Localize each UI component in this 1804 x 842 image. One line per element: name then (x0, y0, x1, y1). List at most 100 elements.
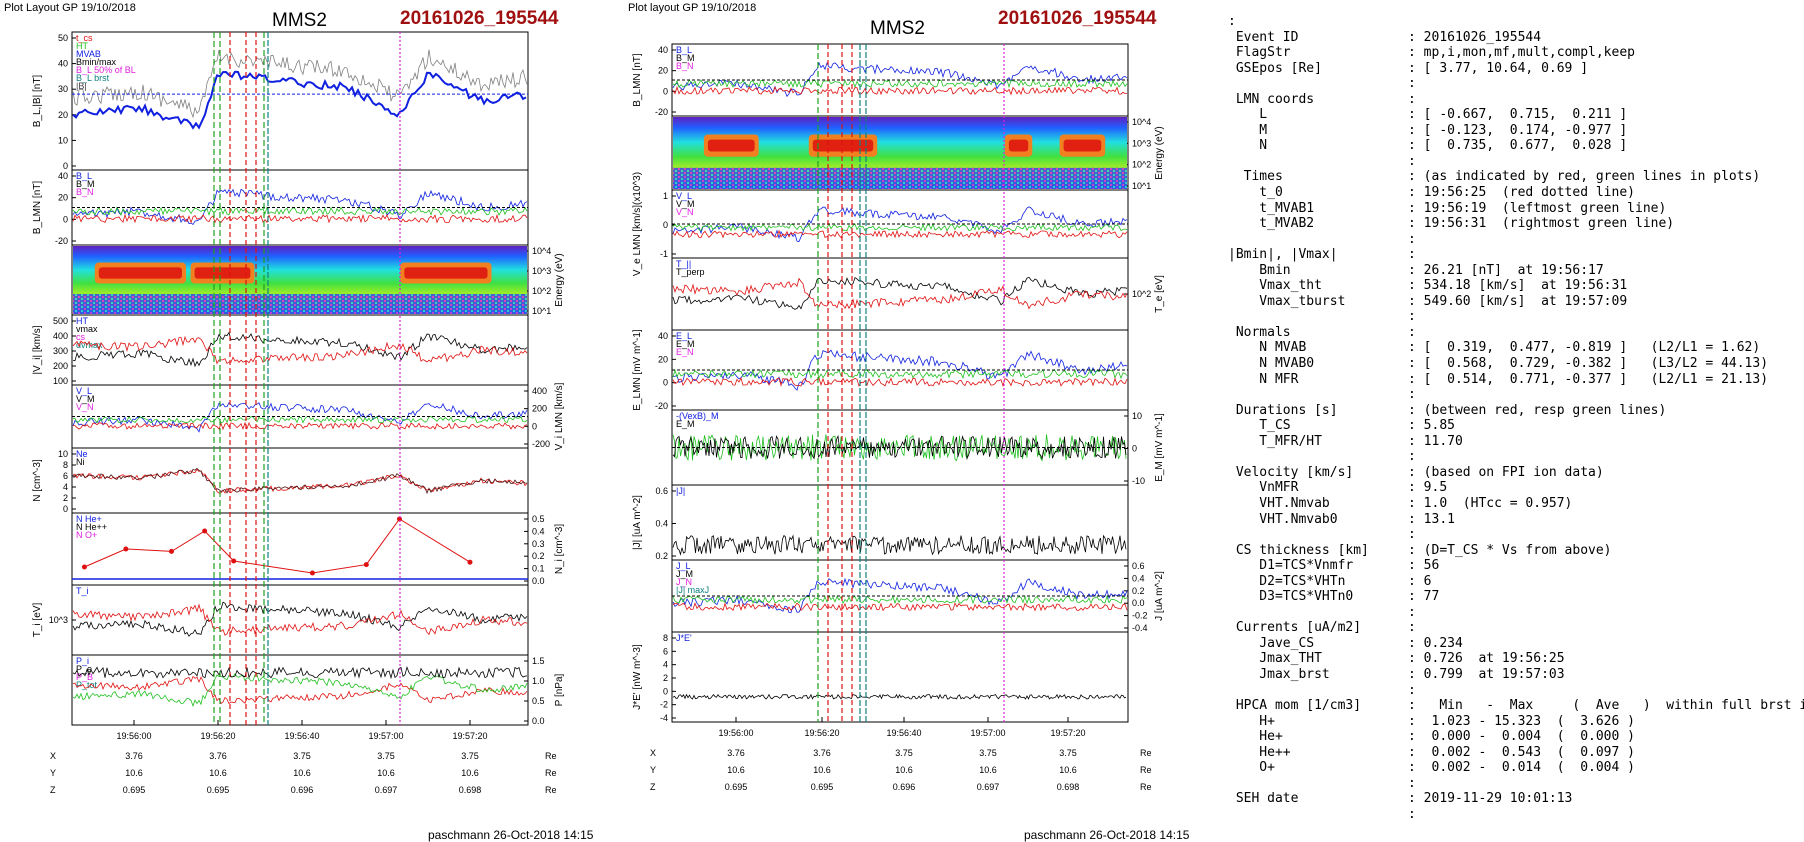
info-line: Vmax_tht : 534.18 [km/s] at 19:56:31 (1228, 278, 1628, 294)
time-tick-label: 19:56:40 (284, 731, 319, 741)
y-tick-label: 0.3 (532, 539, 545, 549)
position-value: 0.697 (977, 782, 1000, 792)
position-value: 0.695 (811, 782, 834, 792)
panel-frame (671, 631, 1129, 723)
middle-plot-footer: paschmann 26-Oct-2018 14:15 (1024, 828, 1190, 842)
info-line: Currents [uA/m2] : (1228, 620, 1416, 636)
info-line: Times : (as indicated by red, green line… (1228, 169, 1761, 185)
position-value: 10.6 (209, 768, 227, 778)
y-tick-label: 200 (532, 404, 547, 414)
middle-spacecraft-name: MMS2 (870, 18, 925, 39)
legend-entry: HT (76, 316, 88, 326)
legend-entry: J_N (676, 577, 692, 587)
spectrogram-noise (673, 167, 1127, 189)
time-tick-label: 19:57:20 (452, 731, 487, 741)
y-tick-label: 20 (658, 66, 668, 76)
info-line: t_0 : 19:56:25 (red dotted line) (1228, 185, 1635, 201)
panel-frame (71, 512, 529, 586)
y-tick-label: 0 (663, 86, 668, 96)
info-line: Velocity [km/s] : (based on FPI ion data… (1228, 464, 1604, 480)
info-line: : (1228, 153, 1416, 169)
y-tick-label: 0 (63, 214, 68, 224)
position-value: 3.76 (727, 748, 745, 758)
panel-JE: J*E' [nW m^-3] 8 6 4 2 0 -2 -4 J*E' (632, 631, 1129, 723)
y-tick-label: 1 (663, 191, 668, 201)
legend-entry: N He++ (76, 522, 107, 532)
legend-entry: N O+ (76, 530, 97, 540)
y-tick-label: 100 (53, 376, 68, 386)
info-line: CS thickness [km] : (D=T_CS * Vs from ab… (1228, 542, 1612, 558)
spectrogram-noise (73, 294, 527, 314)
info-line: |Bmin|, |Vmax| : (1228, 247, 1416, 263)
spectrogram-core-band (1063, 139, 1102, 152)
y-tick-label: 0.5 (532, 514, 545, 524)
panel-Te: T_e [eV]10^2 T_||T_perp (671, 257, 1165, 331)
time-tick-label: 19:56:00 (116, 731, 151, 741)
time-tick-label: 19:56:40 (886, 728, 921, 738)
info-line: D3=TCS*VHTn0 : 77 (1228, 589, 1440, 605)
y-tick-label: 40 (58, 59, 68, 69)
info-line: : (1228, 76, 1416, 92)
y-tick-label: 0 (63, 161, 68, 171)
y-tick-label: -10 (1132, 476, 1145, 486)
legend-entry: B_N (676, 61, 694, 71)
y-tick-label: 0.6 (1132, 561, 1145, 571)
y-tick-label: 4 (663, 660, 668, 670)
y-tick-label: -0.4 (1132, 623, 1148, 633)
position-value: 0.695 (725, 782, 748, 792)
left-plot: B_L,|B| [nT]50403020100t_csHTMVABBmin/ma… (32, 31, 565, 795)
legend-entry: V_L (676, 191, 692, 201)
legend-entry: V_N (676, 207, 694, 217)
series-line-Ni (72, 467, 528, 495)
legend-entry: N He+ (76, 514, 102, 524)
y-tick-label: -20 (655, 401, 668, 411)
info-line: VnMFR : 9.5 (1228, 480, 1448, 496)
info-line: N MVAB : [ 0.319, 0.477, -0.819 ] (L2/L1… (1228, 340, 1761, 356)
position-value: 3.76 (125, 751, 143, 761)
y-tick-label: 0 (63, 504, 68, 514)
position-value: 0.698 (459, 785, 482, 795)
info-line: : (1228, 775, 1416, 791)
y-axis-label: B_L,|B| [nT] (32, 75, 43, 128)
series-line-N (72, 213, 528, 224)
y-tick-label: 300 (53, 346, 68, 356)
info-line: L : [ -0.667, 0.715, 0.211 ] (1228, 107, 1628, 123)
middle-event-title: 20161026_195544 (998, 8, 1157, 29)
y-axis-label: V_i LMN [km/s] (554, 382, 565, 450)
spectrogram-core-band (194, 267, 251, 279)
y-tick-label: -2 (660, 700, 668, 710)
y-tick-label: 6 (663, 646, 668, 656)
position-row-label: X (50, 751, 56, 761)
y-tick-label: 20 (658, 354, 668, 364)
y-tick-label: 0.1 (532, 564, 545, 574)
position-value: 10.6 (1059, 765, 1077, 775)
panel-Ve: V_e LMN [km/s](x10^3) 1 0 -1 V_LV_MV_N (632, 172, 1129, 276)
info-line: : (1228, 231, 1416, 247)
y-axis-label: B_LMN [nT] (632, 53, 643, 107)
position-value: 0.695 (123, 785, 146, 795)
legend-entry: |B| (76, 81, 87, 91)
y-tick-label: 0 (663, 220, 668, 230)
y-tick-label: 0.0 (1132, 598, 1145, 608)
y-tick-label: 0.4 (1132, 573, 1145, 583)
legend-entry: |J| maxJ (676, 585, 709, 595)
y-axis-label: V_e LMN [km/s](x10^3) (632, 172, 643, 276)
info-line: Normals : (1228, 324, 1416, 340)
info-line: HPCA mom [1/cm3] : Min - Max ( Ave ) wit… (1228, 698, 1804, 714)
y-tick-label: 0.0 (532, 576, 545, 586)
y-tick-label: 0.2 (1132, 586, 1145, 596)
time-tick-label: 19:57:00 (368, 731, 403, 741)
series-line-PB (72, 673, 528, 708)
series-line-M (672, 79, 1128, 89)
legend-entry: B_M (676, 53, 695, 63)
info-line: t_MVAB2 : 19:56:31 (rightmost green line… (1228, 216, 1675, 232)
spectrogram-core-band (1008, 139, 1029, 152)
time-tick-label: 19:56:20 (200, 731, 235, 741)
legend-entry: dvmax (76, 340, 103, 350)
info-line: Event ID : 20161026_195544 (1228, 29, 1542, 45)
time-tick-label: 19:56:00 (718, 728, 753, 738)
y-tick-label: 10 (58, 449, 68, 459)
panel-ViLMN: V_i LMN [km/s] 400 200 0 -200 V_LV_MV_N (71, 382, 565, 450)
legend-entry: P_i (76, 656, 89, 666)
